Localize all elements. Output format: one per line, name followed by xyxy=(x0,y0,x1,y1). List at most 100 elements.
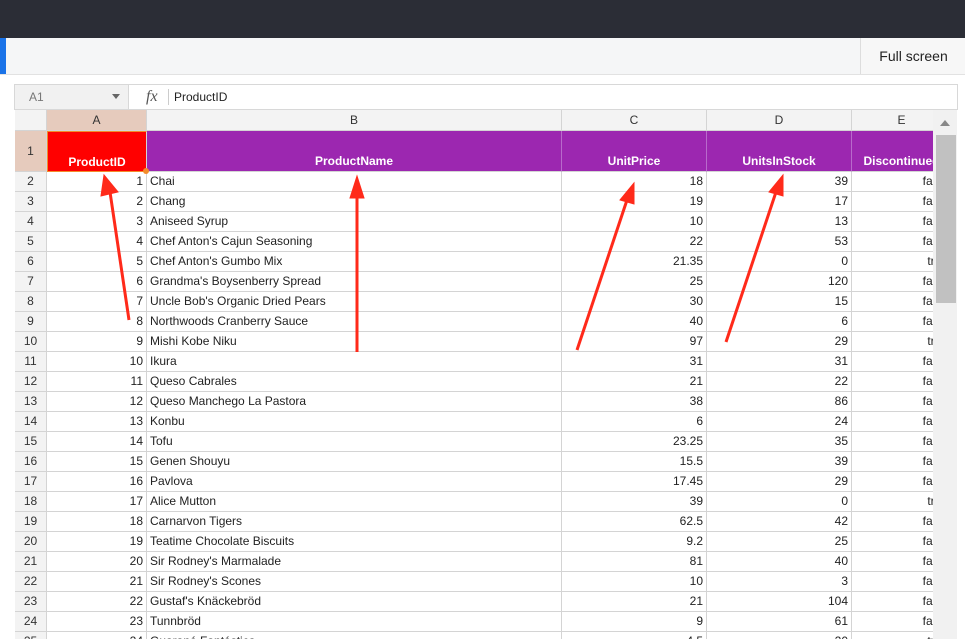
column-header[interactable]: C xyxy=(562,110,707,131)
header-cell[interactable]: UnitPrice xyxy=(562,131,707,172)
cell[interactable]: 22 xyxy=(562,232,707,252)
cell[interactable]: 21.35 xyxy=(562,252,707,272)
row-header[interactable]: 8 xyxy=(15,292,47,312)
cell[interactable]: 17.45 xyxy=(562,472,707,492)
cell[interactable]: true xyxy=(852,492,933,512)
cell[interactable]: 61 xyxy=(707,612,852,632)
column-header[interactable]: A xyxy=(47,110,147,131)
cell[interactable]: 0 xyxy=(707,252,852,272)
cell[interactable]: 5 xyxy=(47,252,147,272)
cell[interactable]: false xyxy=(852,432,933,452)
cell[interactable]: 38 xyxy=(562,392,707,412)
cell[interactable]: 15 xyxy=(707,292,852,312)
cell[interactable]: Teatime Chocolate Biscuits xyxy=(147,532,562,552)
cell[interactable]: Mishi Kobe Niku xyxy=(147,332,562,352)
cell[interactable]: 4 xyxy=(47,232,147,252)
cell[interactable]: 11 xyxy=(47,372,147,392)
cell[interactable]: 0 xyxy=(707,492,852,512)
cell[interactable]: 8 xyxy=(47,312,147,332)
row-header[interactable]: 19 xyxy=(15,512,47,532)
cell[interactable]: 3 xyxy=(47,212,147,232)
cell[interactable]: Queso Cabrales xyxy=(147,372,562,392)
cell[interactable]: 9 xyxy=(562,612,707,632)
cell[interactable]: Konbu xyxy=(147,412,562,432)
cell[interactable]: 23 xyxy=(47,612,147,632)
cell[interactable]: 62.5 xyxy=(562,512,707,532)
row-header[interactable]: 2 xyxy=(15,172,47,192)
row-header[interactable]: 13 xyxy=(15,392,47,412)
cell[interactable]: 30 xyxy=(562,292,707,312)
scroll-thumb[interactable] xyxy=(936,135,956,303)
corner[interactable] xyxy=(15,110,47,131)
cell[interactable]: 29 xyxy=(707,472,852,492)
cell[interactable]: 15 xyxy=(47,452,147,472)
cell[interactable]: 21 xyxy=(562,592,707,612)
cell[interactable]: true xyxy=(852,632,933,639)
row-header[interactable]: 14 xyxy=(15,412,47,432)
cell[interactable]: false xyxy=(852,452,933,472)
cell[interactable]: 39 xyxy=(562,492,707,512)
cell[interactable]: 10 xyxy=(562,572,707,592)
row-header[interactable]: 24 xyxy=(15,612,47,632)
cell[interactable]: 2 xyxy=(47,192,147,212)
cell[interactable]: false xyxy=(852,592,933,612)
row-header[interactable]: 10 xyxy=(15,332,47,352)
cell[interactable]: 16 xyxy=(47,472,147,492)
row-header[interactable]: 18 xyxy=(15,492,47,512)
cell[interactable]: Pavlova xyxy=(147,472,562,492)
column-header[interactable]: B xyxy=(147,110,562,131)
formula-content[interactable]: ProductID xyxy=(174,90,228,104)
header-cell[interactable]: ProductName xyxy=(147,131,562,172)
cell[interactable]: Gustaf's Knäckebröd xyxy=(147,592,562,612)
cell[interactable]: 25 xyxy=(562,272,707,292)
cell[interactable]: 6 xyxy=(47,272,147,292)
header-cell[interactable]: UnitsInStock xyxy=(707,131,852,172)
row-header[interactable]: 17 xyxy=(15,472,47,492)
cell[interactable]: 24 xyxy=(707,412,852,432)
cell[interactable]: 9.2 xyxy=(562,532,707,552)
cell[interactable]: 31 xyxy=(707,352,852,372)
cell[interactable]: false xyxy=(852,172,933,192)
cell[interactable]: 39 xyxy=(707,452,852,472)
cell[interactable]: Alice Mutton xyxy=(147,492,562,512)
cell[interactable]: 53 xyxy=(707,232,852,252)
cell[interactable]: Tofu xyxy=(147,432,562,452)
cell[interactable]: false xyxy=(852,212,933,232)
row-header[interactable]: 23 xyxy=(15,592,47,612)
cell[interactable]: 104 xyxy=(707,592,852,612)
cell[interactable]: false xyxy=(852,232,933,252)
row-header[interactable]: 15 xyxy=(15,432,47,452)
cell[interactable]: Sir Rodney's Scones xyxy=(147,572,562,592)
row-header[interactable]: 4 xyxy=(15,212,47,232)
cell[interactable]: false xyxy=(852,352,933,372)
cell[interactable]: 17 xyxy=(47,492,147,512)
row-header[interactable]: 12 xyxy=(15,372,47,392)
cell[interactable]: 10 xyxy=(562,212,707,232)
dropdown-arrow[interactable] xyxy=(111,93,121,101)
cell[interactable]: 14 xyxy=(47,432,147,452)
cell[interactable]: Ikura xyxy=(147,352,562,372)
cell[interactable]: Chang xyxy=(147,192,562,212)
cell[interactable]: 17 xyxy=(707,192,852,212)
cell[interactable]: 13 xyxy=(707,212,852,232)
fill-handle[interactable] xyxy=(143,168,149,174)
cell[interactable]: 42 xyxy=(707,512,852,532)
cell[interactable]: 40 xyxy=(707,552,852,572)
cell[interactable]: false xyxy=(852,512,933,532)
cell[interactable]: 10 xyxy=(47,352,147,372)
cell[interactable]: Grandma's Boysenberry Spread xyxy=(147,272,562,292)
scroll-up[interactable] xyxy=(938,118,952,128)
cell[interactable]: 18 xyxy=(47,512,147,532)
cell[interactable]: Queso Manchego La Pastora xyxy=(147,392,562,412)
cell[interactable]: Northwoods Cranberry Sauce xyxy=(147,312,562,332)
cell-reference[interactable]: A1 xyxy=(15,85,129,109)
cell[interactable]: 120 xyxy=(707,272,852,292)
cell[interactable]: 7 xyxy=(47,292,147,312)
cell[interactable]: 23.25 xyxy=(562,432,707,452)
full-screen-button[interactable]: Full screen xyxy=(860,38,965,74)
cell[interactable]: 86 xyxy=(707,392,852,412)
cell[interactable]: 22 xyxy=(707,372,852,392)
row-header[interactable]: 25 xyxy=(15,632,47,639)
cell[interactable]: 6 xyxy=(562,412,707,432)
cell[interactable]: 24 xyxy=(47,632,147,639)
